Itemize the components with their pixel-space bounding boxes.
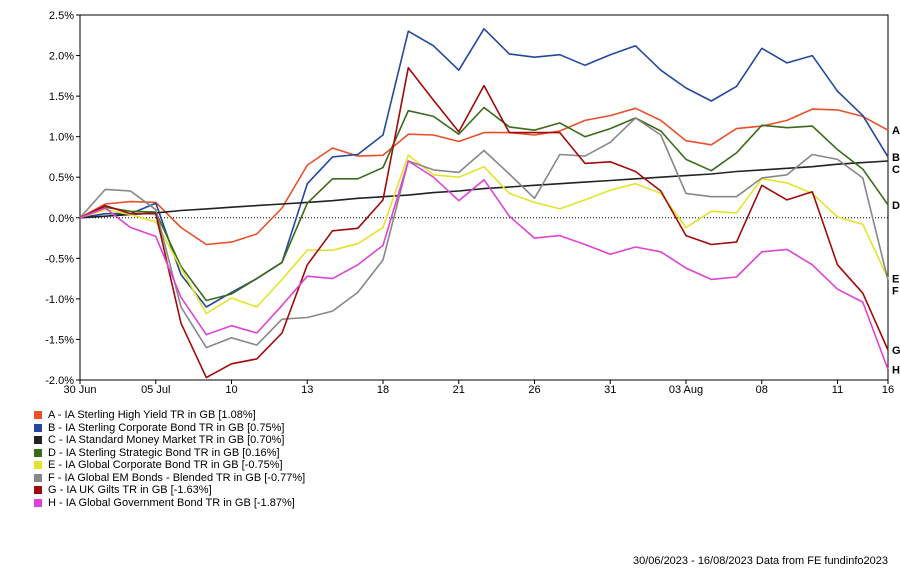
legend-item: C - IA Standard Money Market TR in GB [0… [34, 434, 305, 447]
legend-item: E - IA Global Corporate Bond TR in GB [-… [34, 459, 305, 472]
series-end-label: H [892, 364, 900, 376]
series-end-label: B [892, 152, 900, 164]
y-tick-label: 1.5% [49, 91, 74, 103]
y-tick-label: -1.0% [45, 294, 74, 306]
legend-label: B - IA Sterling Corporate Bond TR in GB … [48, 421, 285, 434]
series-line-g [79, 66, 889, 379]
series-end-label: D [892, 200, 900, 212]
y-tick-label: -0.5% [45, 253, 74, 265]
x-tick-label: 26 [528, 384, 540, 396]
series-end-label: G [892, 345, 900, 357]
legend-label: A - IA Sterling High Yield TR in GB [1.0… [48, 409, 256, 421]
legend-item: G - IA UK Gilts TR in GB [-1.63%] [34, 484, 305, 497]
x-tick-label: 05 Jul [141, 384, 170, 396]
series-end-label: C [892, 164, 900, 176]
x-tick-label: 10 [225, 384, 237, 396]
y-tick-label: -2.0% [45, 375, 74, 387]
x-tick-label: 21 [453, 384, 465, 396]
x-tick-label: 08 [756, 384, 768, 396]
legend-label: E - IA Global Corporate Bond TR in GB [-… [48, 459, 283, 471]
series-line-d [79, 106, 889, 302]
y-tick-label: 2.5% [49, 10, 74, 22]
legend-swatch [34, 498, 42, 507]
legend-label: H - IA Global Government Bond TR in GB [… [48, 496, 295, 509]
legend-swatch [34, 461, 42, 470]
legend-swatch [34, 448, 42, 457]
y-tick-label: 0.0% [49, 213, 74, 225]
y-tick-label: 0.5% [49, 172, 74, 184]
y-tick-label: 2.0% [49, 51, 74, 63]
x-tick-label: 11 [832, 384, 843, 396]
x-tick-label: 18 [377, 384, 389, 396]
legend-swatch [34, 423, 42, 432]
series-end-label: F [892, 286, 899, 298]
legend-item: F - IA Global EM Bonds - Blended TR in G… [34, 472, 305, 485]
legend: A - IA Sterling High Yield TR in GB [1.0… [34, 409, 305, 509]
x-tick-label: 30 Jun [63, 384, 96, 396]
series-end-label: A [892, 125, 900, 137]
x-tick-label: 03 Aug [669, 384, 703, 396]
series-line-h [79, 160, 889, 370]
line-chart: 2.5% 2.0% 1.5% 1.0% 0.5% 0.0% -0.5% -1.0% -1.5% -… [45, 10, 900, 396]
series-line-f [79, 117, 889, 349]
x-tick-label: 31 [604, 384, 616, 396]
legend-item: H - IA Global Government Bond TR in GB [… [34, 497, 305, 510]
legend-swatch [34, 473, 42, 482]
legend-item: A - IA Sterling High Yield TR in GB [1.0… [34, 409, 305, 422]
legend-item: D - IA Sterling Strategic Bond TR in GB … [34, 447, 305, 460]
x-tick-label: 16 [882, 384, 894, 396]
legend-label: F - IA Global EM Bonds - Blended TR in G… [48, 471, 306, 484]
plot-frame [79, 14, 889, 381]
legend-label: C - IA Standard Money Market TR in GB [0… [48, 434, 285, 446]
legend-swatch [34, 436, 42, 445]
y-tick-label: -1.5% [45, 334, 74, 346]
x-tick-label: 13 [301, 384, 313, 396]
series-line-e [79, 154, 889, 315]
legend-item: B - IA Sterling Corporate Bond TR in GB … [34, 422, 305, 435]
series-line-c [79, 160, 889, 219]
series-line-a [79, 107, 889, 246]
legend-label: D - IA Sterling Strategic Bond TR in GB … [48, 446, 280, 459]
legend-swatch [34, 486, 42, 495]
legend-swatch [34, 411, 42, 420]
footer-source: 30/06/2023 - 16/08/2023 Data from FE fun… [632, 555, 888, 567]
series-end-label: E [892, 274, 899, 286]
y-tick-label: 1.0% [49, 132, 74, 144]
legend-label: G - IA UK Gilts TR in GB [-1.63%] [48, 484, 212, 496]
series-line-b [79, 27, 889, 308]
